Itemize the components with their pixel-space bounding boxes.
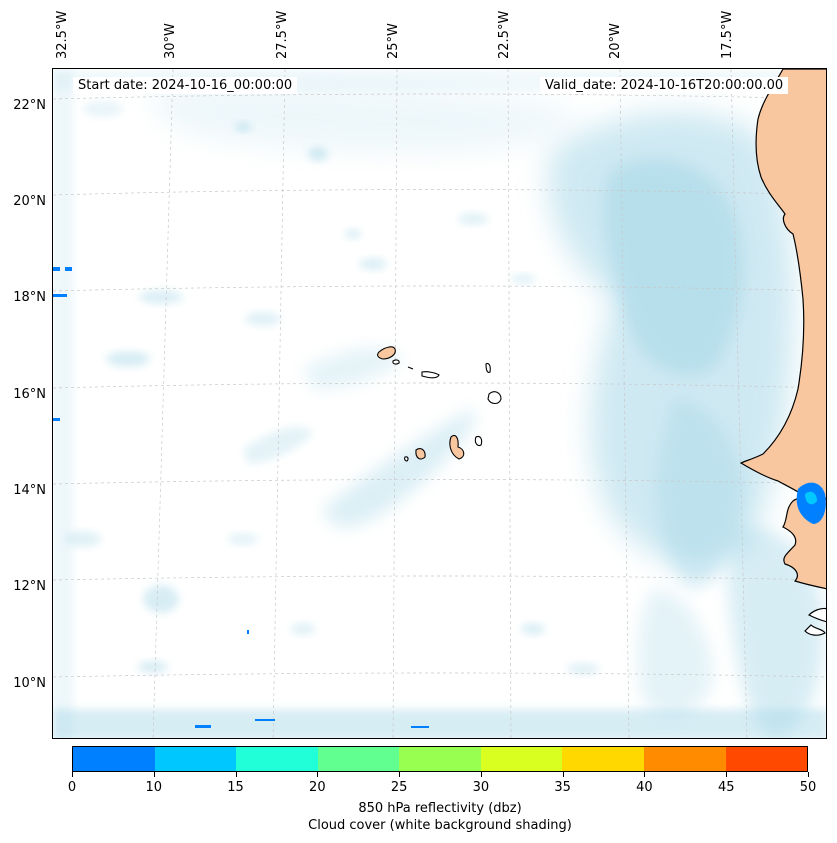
lon-label-30w: 30°W — [163, 23, 178, 59]
lat-label-22n: 22°N — [13, 98, 46, 113]
colorbar-tick-label: 0 — [67, 780, 77, 795]
lon-label-22-5w: 22.5°W — [497, 10, 512, 59]
colorbar-tick-label: 15 — [227, 780, 244, 795]
map-panel — [52, 68, 827, 739]
colorbar-tick-label: 25 — [390, 780, 408, 795]
colorbar-segment — [643, 747, 726, 771]
colorbar-tick — [562, 772, 564, 777]
valid-date-label: Valid_date: 2024-10-16T20:00:00.00 — [540, 77, 789, 94]
colorbar-tick — [808, 772, 809, 777]
lat-label-14n: 14°N — [13, 483, 46, 498]
colorbar-segment — [480, 747, 563, 771]
lat-label-18n: 18°N — [13, 290, 46, 305]
lat-label-16n: 16°N — [13, 387, 46, 402]
lon-label-17-5w: 17.5°W — [720, 10, 735, 59]
lon-label-25w: 25°W — [386, 23, 401, 59]
lat-label-12n: 12°N — [13, 579, 46, 594]
lon-label-32-5w: 32.5°W — [55, 10, 70, 59]
colorbar-tick — [72, 772, 73, 777]
graticule — [53, 69, 826, 738]
colorbar-tick — [399, 772, 401, 777]
colorbar-tick — [480, 772, 482, 777]
reflectivity-colorbar — [72, 746, 808, 772]
cape-verde-islands — [377, 346, 502, 462]
map-canvas — [53, 69, 826, 738]
colorbar-tick-label: 35 — [554, 780, 571, 795]
colorbar-tick — [317, 772, 319, 777]
colorbar-tick-label: 50 — [799, 780, 817, 795]
lat-label-20n: 20°N — [13, 194, 46, 209]
colorbar-tick-label: 45 — [717, 780, 735, 795]
lon-label-27-5w: 27.5°W — [275, 10, 290, 59]
lon-label-20w: 20°W — [608, 23, 623, 59]
cloud-cover-shading — [53, 69, 826, 738]
colorbar-segment — [399, 747, 481, 771]
colorbar-segment — [562, 747, 644, 771]
colorbar-segment — [317, 747, 400, 771]
colorbar-tick-label: 30 — [472, 780, 490, 795]
colorbar-tick — [726, 772, 728, 777]
colorbar-tick — [235, 772, 237, 777]
colorbar-segment — [73, 747, 155, 771]
africa-coast — [739, 69, 826, 636]
colorbar-tick-label: 40 — [636, 780, 653, 795]
colorbar-segment — [725, 747, 808, 771]
colorbar-tick-label: 10 — [145, 780, 163, 795]
colorbar-tick — [644, 772, 646, 777]
lat-label-10n: 10°N — [13, 676, 46, 691]
colorbar-segment — [236, 747, 318, 771]
colorbar-label-reflectivity: 850 hPa reflectivity (dbz) — [358, 801, 522, 816]
colorbar-tick-label: 20 — [309, 780, 326, 795]
reflectivity-cells — [53, 267, 826, 728]
colorbar-label-cloud-cover: Cloud cover (white background shading) — [308, 818, 572, 833]
colorbar-tick — [153, 772, 155, 777]
start-date-label: Start date: 2024-10-16_00:00:00 — [73, 77, 298, 94]
colorbar-segment — [154, 747, 237, 771]
